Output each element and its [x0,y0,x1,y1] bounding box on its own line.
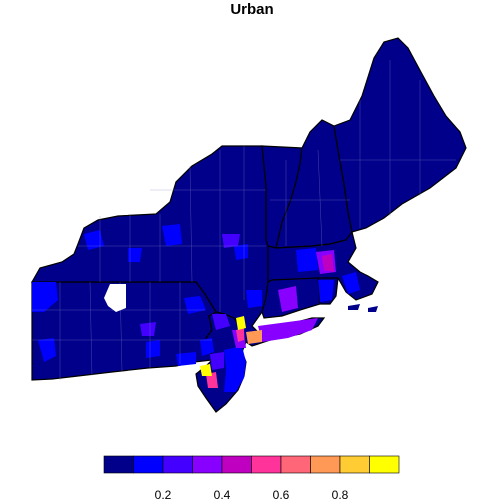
county-blue [84,230,104,250]
county-blue [296,248,318,272]
county-blue [246,290,262,308]
county-blue [342,272,360,294]
county-boundaries [32,60,456,380]
county-blue [234,244,248,260]
county-yellow [200,364,212,376]
county-blue [128,248,142,262]
county-magenta [322,254,334,272]
county-indigo [210,352,224,370]
county-purple [278,286,298,312]
state-maine [333,37,467,233]
island-marthas-vineyard [348,304,360,310]
island-nantucket [368,306,378,312]
county-pink [236,328,244,342]
county-blue [176,352,196,366]
county-purple [258,318,318,342]
county-indigo [222,234,240,248]
county-orange [246,330,262,344]
county-indigo [212,314,230,330]
county-blue [184,296,206,314]
county-blue [200,338,214,356]
county-blue [162,224,182,246]
county-blue [146,340,160,358]
county-blue [318,280,334,302]
county-yellow [236,316,246,330]
county-blue [32,282,58,312]
county-blue [224,346,246,392]
county-indigo [140,322,156,336]
missing-data-county [104,284,126,312]
county-blue [38,338,56,362]
land-base [30,37,467,413]
map-title: Urban [230,1,274,18]
urban-counties [32,224,360,392]
